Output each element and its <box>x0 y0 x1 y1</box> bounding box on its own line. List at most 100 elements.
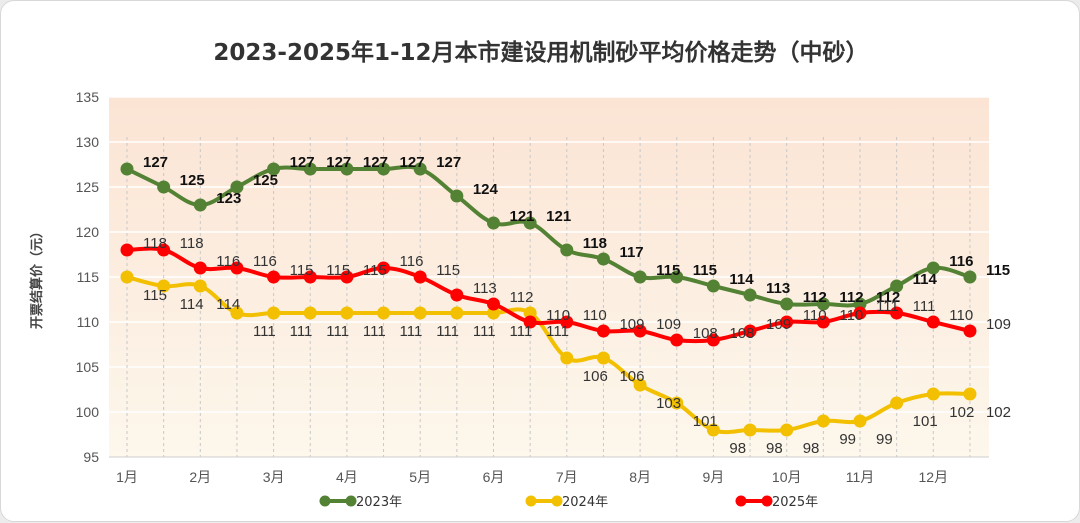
data-label: 111 <box>876 298 899 315</box>
data-point <box>120 162 134 176</box>
y-tick-label: 125 <box>76 179 100 195</box>
y-tick-label: 100 <box>76 404 100 420</box>
data-point <box>853 414 867 428</box>
data-label: 98 <box>729 440 746 457</box>
data-label: 106 <box>619 368 644 385</box>
data-point <box>963 324 977 338</box>
chart-title: 2023-2025年1-12月本市建设用机制砂平均价格走势（中砂） <box>213 39 868 66</box>
x-tick-label: 9月 <box>703 469 725 485</box>
legend-swatch-dot <box>525 495 537 507</box>
data-point <box>560 315 574 329</box>
y-tick-label: 130 <box>76 134 100 150</box>
data-label: 101 <box>693 413 718 430</box>
data-label: 114 <box>216 296 240 313</box>
data-point <box>743 324 757 338</box>
data-label: 115 <box>326 262 350 279</box>
x-tick-label: 8月 <box>629 469 651 485</box>
data-label: 98 <box>766 440 783 457</box>
x-tick-label: 2月 <box>189 469 211 485</box>
data-labels: 127 125 123 125 127 127 127 127 127 124 121 121 118 1… <box>143 154 1011 457</box>
x-tick-label: 4月 <box>336 469 358 485</box>
data-label: 113 <box>766 280 790 297</box>
data-point <box>963 387 977 401</box>
data-point <box>523 306 537 320</box>
data-point <box>890 396 904 410</box>
data-point <box>157 279 171 293</box>
data-label: 118 <box>180 235 204 252</box>
data-point <box>267 306 281 320</box>
data-label: 121 <box>546 208 571 225</box>
data-label: 99 <box>876 431 893 448</box>
x-tick-label: 5月 <box>409 469 431 485</box>
data-label: 114 <box>180 296 204 313</box>
data-label: 110 <box>803 307 827 324</box>
legend-item-2: 2025年 <box>735 495 818 510</box>
data-point <box>413 306 427 320</box>
data-label: 127 <box>290 154 315 171</box>
data-point <box>230 180 244 194</box>
data-label: 111 <box>400 323 423 340</box>
x-tick-label: 1月 <box>116 469 138 485</box>
data-point <box>157 180 171 194</box>
data-point <box>926 315 940 329</box>
data-label: 110 <box>583 307 607 324</box>
legend-swatch-dot <box>319 495 331 507</box>
data-point <box>633 378 647 392</box>
data-point <box>670 396 684 410</box>
y-tick-label: 105 <box>76 359 100 375</box>
data-label: 115 <box>693 262 717 279</box>
data-label: 110 <box>546 307 570 324</box>
x-tick-label: 10月 <box>772 469 802 485</box>
data-label: 125 <box>180 172 205 189</box>
data-label: 116 <box>949 253 973 270</box>
data-label: 101 <box>913 413 938 430</box>
legend-swatch-dot <box>345 495 357 507</box>
legend: 2023年 2024年 2025年 <box>319 495 818 510</box>
data-label: 110 <box>949 307 973 324</box>
data-point <box>377 162 391 176</box>
data-label: 103 <box>656 395 681 412</box>
data-label: 111 <box>510 323 533 340</box>
data-point <box>523 216 537 230</box>
data-point <box>670 333 684 347</box>
data-point <box>303 270 317 284</box>
data-label: 118 <box>143 235 167 252</box>
data-label: 114 <box>913 271 938 288</box>
data-point <box>706 333 720 347</box>
data-label: 115 <box>290 262 314 279</box>
data-point <box>890 306 904 320</box>
data-point <box>450 189 464 203</box>
data-point <box>633 270 647 284</box>
data-point <box>413 162 427 176</box>
data-label: 98 <box>803 440 820 457</box>
data-point <box>560 243 574 257</box>
data-label: 115 <box>656 262 680 279</box>
data-point <box>706 423 720 437</box>
data-label: 112 <box>839 289 863 306</box>
data-label: 109 <box>986 316 1011 333</box>
data-label: 102 <box>986 404 1011 421</box>
y-axis-label: 开票结算价（元） <box>29 225 45 329</box>
data-point <box>487 297 500 311</box>
data-point <box>120 243 134 257</box>
x-tick-label: 3月 <box>263 469 285 485</box>
legend-item-0: 2023年 <box>319 495 402 510</box>
data-point <box>596 351 610 365</box>
data-point <box>193 261 207 275</box>
data-point <box>816 315 830 329</box>
data-point <box>560 351 574 365</box>
legend-swatch-dot <box>761 495 773 507</box>
data-label: 116 <box>253 253 277 270</box>
data-label: 112 <box>876 289 900 306</box>
data-point <box>706 279 720 293</box>
data-label: 99 <box>839 431 856 448</box>
data-label: 108 <box>729 325 754 342</box>
data-point <box>340 162 354 176</box>
data-point <box>853 297 867 311</box>
data-label: 115 <box>363 262 387 279</box>
series-layer <box>120 162 977 437</box>
data-point <box>340 270 354 284</box>
data-point <box>267 162 281 176</box>
